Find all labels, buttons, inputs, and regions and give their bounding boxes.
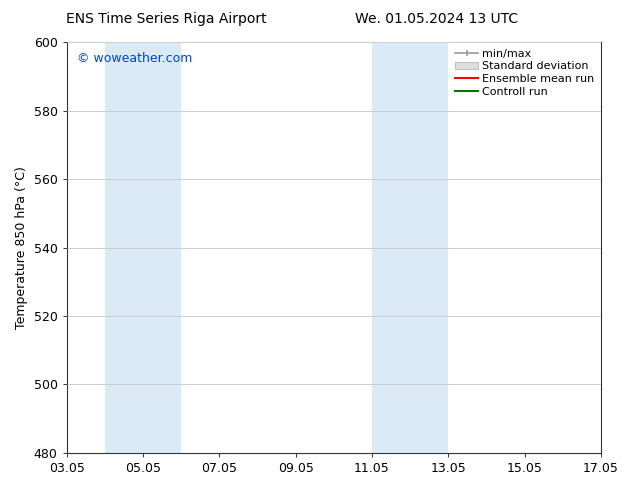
- Legend: min/max, Standard deviation, Ensemble mean run, Controll run: min/max, Standard deviation, Ensemble me…: [452, 46, 598, 100]
- Text: ENS Time Series Riga Airport: ENS Time Series Riga Airport: [66, 12, 266, 26]
- Text: We. 01.05.2024 13 UTC: We. 01.05.2024 13 UTC: [355, 12, 518, 26]
- Bar: [105, 42, 181, 453]
- Text: © woweather.com: © woweather.com: [77, 52, 193, 65]
- Y-axis label: Temperature 850 hPa (°C): Temperature 850 hPa (°C): [15, 166, 28, 329]
- Bar: [372, 42, 448, 453]
